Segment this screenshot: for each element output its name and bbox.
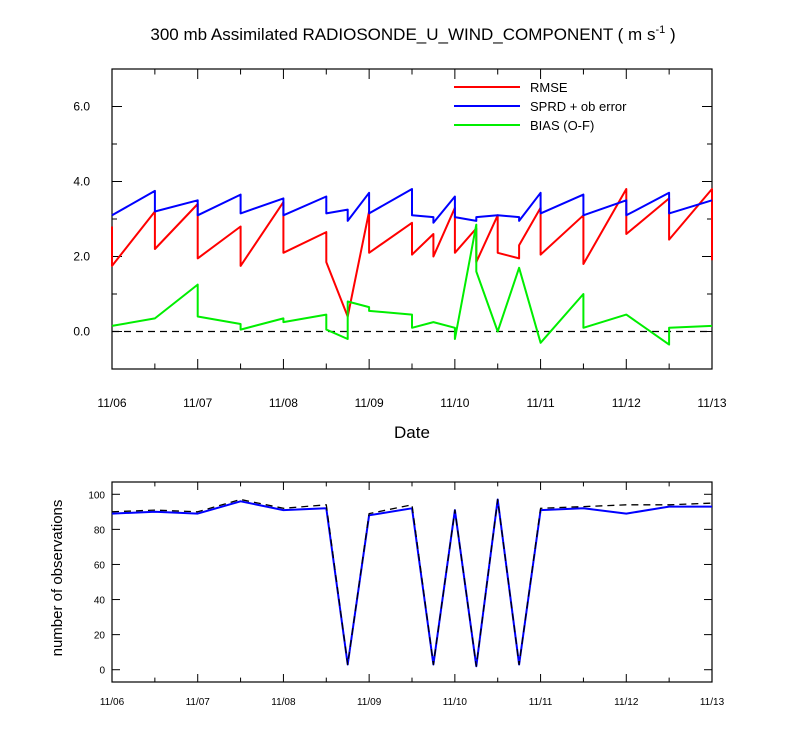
top-plot-area: 11/06 11/07 11/08 11/09 11/10 11/11 11/12 11/13… [73,68,727,410]
legend: RMSE SPRD + ob error BIAS (O-F) [454,80,627,133]
bottom-x-tick-label: 11/13 [700,697,725,708]
legend-label-sprd: SPRD + ob error [530,99,627,114]
top-x-tick-label: 11/12 [612,396,641,410]
top-y-tick-label: 4.0 [73,175,90,189]
top-y-tick-label: 6.0 [73,100,90,114]
top-x-tick-label: 11/11 [526,396,555,410]
bottom-x-tick-label: 11/12 [614,697,639,708]
x-axis-label: Date [394,423,430,442]
top-x-tick-label: 11/06 [97,396,126,410]
bottom-y-tick-label: 20 [94,631,106,642]
bottom-x-tick-label: 11/09 [357,697,382,708]
bottom-y-tick-label: 0 [99,666,105,677]
y-axis-label-bottom: number of observations [49,500,66,657]
bottom-y-tick-label: 40 [94,596,106,607]
bottom-x-tick-label: 11/11 [529,697,553,708]
bottom-y-tick-label: 60 [94,560,106,571]
bottom-y-tick-label: 100 [88,490,105,501]
top-x-tick-label: 11/13 [697,396,726,410]
top-x-tick-label: 11/10 [440,396,469,410]
legend-label-rmse: RMSE [530,80,568,95]
bottom-x-tick-label: 11/08 [271,697,296,708]
bottom-series-line-series-0 [111,498,712,668]
bottom-y-tick-label: 80 [94,525,106,536]
top-series-line-bias-o-f [111,223,713,346]
bottom-plot-area: 11/06 11/07 11/08 11/09 11/10 11/11 11/12 11/13… [88,481,725,708]
bottom-series-line-series-1 [111,498,713,667]
bottom-x-tick-label: 11/07 [186,697,211,708]
bottom-x-tick-label: 11/10 [443,697,468,708]
top-y-tick-label: 2.0 [73,250,90,264]
top-y-tick-label: 0.0 [73,325,90,339]
legend-label-bias: BIAS (O-F) [530,118,594,133]
top-x-tick-label: 11/08 [269,396,298,410]
top-series-line-rmse [111,188,713,318]
top-series-line-sprd-ob-error [111,188,713,224]
chart-title: 300 mb Assimilated RADIOSONDE_U_WIND_COM… [150,24,675,44]
bottom-x-tick-label: 11/06 [100,697,125,708]
top-x-tick-label: 11/07 [183,396,212,410]
top-x-tick-label: 11/09 [355,396,384,410]
